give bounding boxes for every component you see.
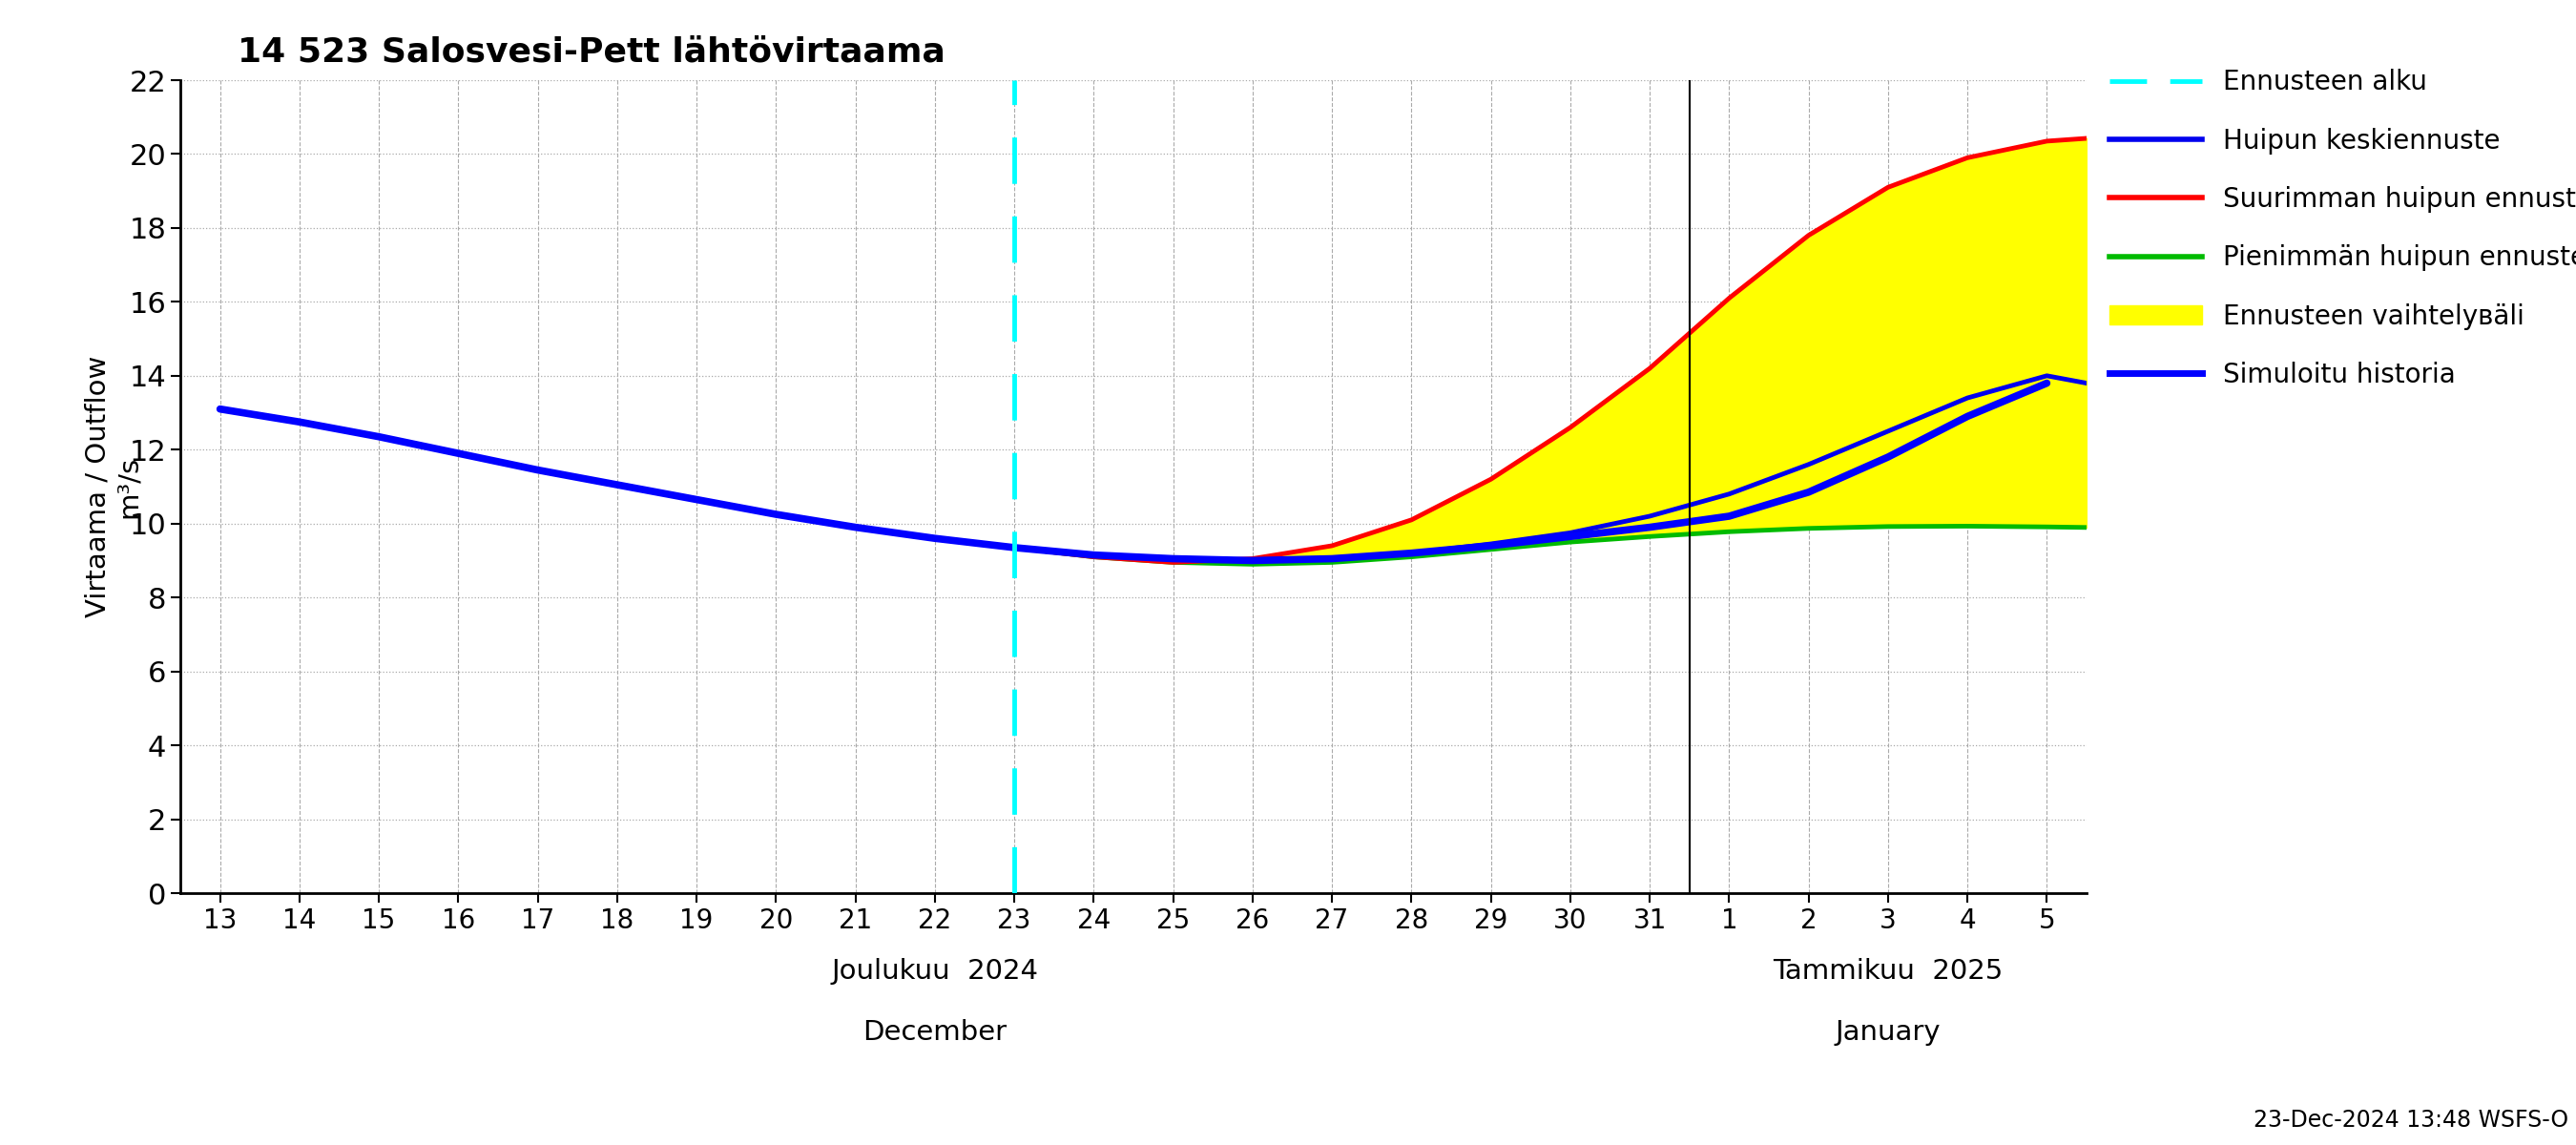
Text: January: January xyxy=(1834,1019,1940,1045)
Legend: Ennusteen alku, Huipun keskiennuste, Suurimman huipun ennuste, Pienimmän huipun : Ennusteen alku, Huipun keskiennuste, Suu… xyxy=(2110,69,2576,388)
Y-axis label: Virtaama / Outflow
m³/s: Virtaama / Outflow m³/s xyxy=(85,356,142,617)
Text: 23-Dec-2024 13:48 WSFS-O: 23-Dec-2024 13:48 WSFS-O xyxy=(2254,1108,2568,1131)
Text: Tammikuu  2025: Tammikuu 2025 xyxy=(1772,958,2004,985)
Text: December: December xyxy=(863,1019,1007,1045)
Text: Joulukuu  2024: Joulukuu 2024 xyxy=(832,958,1038,985)
Text: 14 523 Salosvesi-Pett lähtövirtaama: 14 523 Salosvesi-Pett lähtövirtaama xyxy=(237,35,945,69)
